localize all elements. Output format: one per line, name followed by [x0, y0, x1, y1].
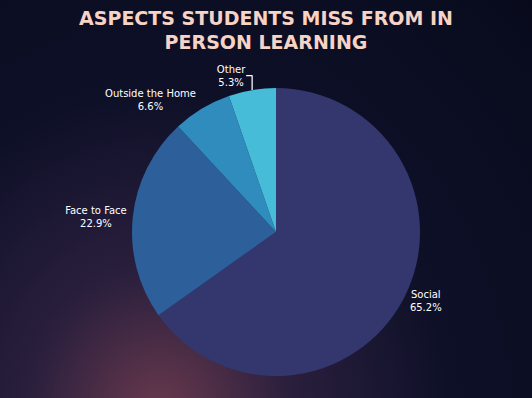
- svg-text:Other5.3%: Other5.3%: [217, 64, 246, 88]
- svg-text:Social65.2%: Social65.2%: [410, 289, 442, 313]
- svg-text:Face to Face22.9%: Face to Face22.9%: [65, 205, 127, 229]
- svg-text:ASPECTS STUDENTS MISS FROM INP: ASPECTS STUDENTS MISS FROM INPERSON LEAR…: [79, 7, 453, 54]
- svg-text:Outside the Home6.6%: Outside the Home6.6%: [105, 88, 196, 112]
